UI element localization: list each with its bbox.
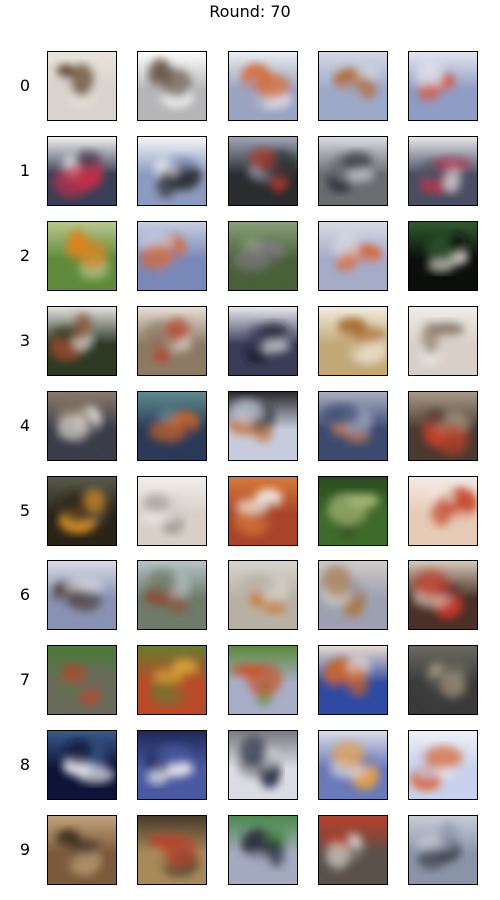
sample-image: [47, 560, 117, 630]
sample-image: [47, 306, 117, 376]
sample-image: [318, 645, 388, 715]
sample-image: [137, 476, 207, 546]
sample-image: [47, 815, 117, 885]
row-label: 1: [19, 161, 31, 180]
sample-image: [408, 391, 478, 461]
sample-image: [228, 560, 298, 630]
sample-image: [47, 391, 117, 461]
sample-image: [137, 221, 207, 291]
sample-image: [47, 645, 117, 715]
sample-image: [47, 730, 117, 800]
sample-image: [318, 730, 388, 800]
figure-title: Round: 70: [209, 2, 291, 21]
sample-image: [318, 136, 388, 206]
row-label: 6: [19, 585, 31, 604]
sample-image: [228, 476, 298, 546]
sample-image: [228, 815, 298, 885]
sample-image: [137, 730, 207, 800]
sample-image: [408, 560, 478, 630]
sample-image: [137, 136, 207, 206]
row-label: 3: [19, 331, 31, 350]
sample-image: [408, 136, 478, 206]
sample-image: [318, 560, 388, 630]
sample-image: [228, 136, 298, 206]
sample-image: [228, 645, 298, 715]
row-label: 8: [19, 755, 31, 774]
sample-image: [408, 221, 478, 291]
sample-image: [47, 51, 117, 121]
sample-image: [318, 815, 388, 885]
sample-image: [318, 391, 388, 461]
sample-image: [228, 730, 298, 800]
sample-image: [408, 306, 478, 376]
sample-image: [318, 51, 388, 121]
sample-image: [47, 221, 117, 291]
sample-image: [47, 476, 117, 546]
sample-image: [408, 476, 478, 546]
row-label: 5: [19, 501, 31, 520]
sample-image: [137, 645, 207, 715]
sample-image: [408, 51, 478, 121]
sample-image: [137, 815, 207, 885]
sample-image: [228, 51, 298, 121]
sample-image: [408, 815, 478, 885]
sample-image: [318, 221, 388, 291]
sample-image: [318, 306, 388, 376]
sample-image: [137, 391, 207, 461]
sample-image: [47, 136, 117, 206]
row-label: 4: [19, 416, 31, 435]
sample-image: [228, 306, 298, 376]
row-label: 2: [19, 246, 31, 265]
row-label: 7: [19, 670, 31, 689]
row-label: 9: [19, 840, 31, 859]
sample-image: [137, 51, 207, 121]
sample-image: [408, 645, 478, 715]
sample-image: [137, 306, 207, 376]
sample-image: [228, 221, 298, 291]
sample-image: [137, 560, 207, 630]
sample-image: [318, 476, 388, 546]
sample-image: [228, 391, 298, 461]
sample-image: [408, 730, 478, 800]
row-label: 0: [19, 76, 31, 95]
